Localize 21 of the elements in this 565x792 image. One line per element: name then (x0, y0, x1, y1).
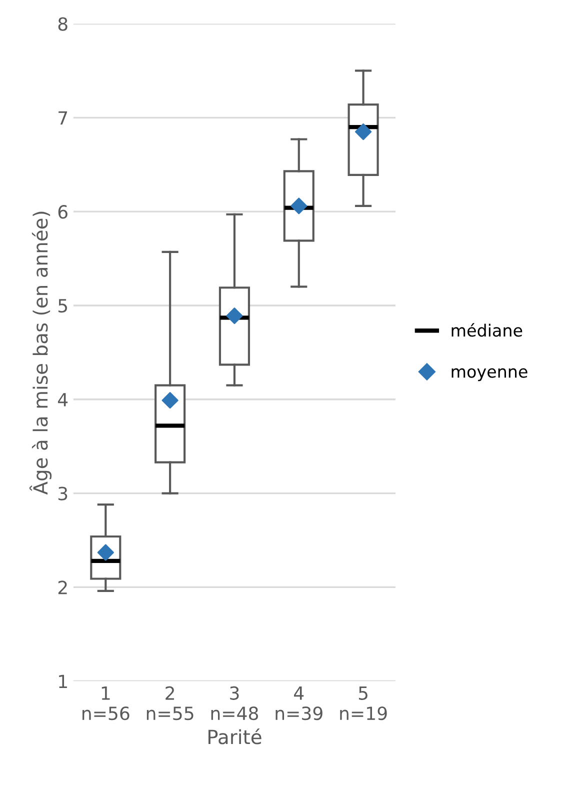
point (290, 198, 308, 214)
y-tick-label: 7 (58, 111, 68, 125)
point (226, 308, 243, 324)
x-tick-label: 3 n=48 (211, 686, 258, 720)
y-tick-label: 2 (58, 580, 67, 594)
point (162, 392, 178, 409)
y-tick-label: 8 (58, 17, 68, 31)
x-tick-label: 4 n=39 (276, 686, 322, 720)
x-axis-title: Parité (208, 728, 262, 744)
y-tick-label: 1 (59, 674, 67, 688)
y-tick-label: 6 (58, 205, 68, 219)
point (354, 123, 372, 140)
x-tick-label: 5 n=19 (340, 686, 387, 720)
y-tick-label: 3 (58, 486, 68, 500)
legend-label: moyenne (452, 368, 528, 382)
x-tick-label: 1 n=56 (82, 686, 130, 720)
x-tick-label: 2 n=55 (146, 686, 194, 720)
y-tick-label: 4 (58, 393, 68, 406)
y-tick-label: 5 (58, 299, 68, 313)
y-axis-title: Âge à la mise bas (en année) (29, 212, 52, 495)
text: médiane (452, 323, 522, 337)
